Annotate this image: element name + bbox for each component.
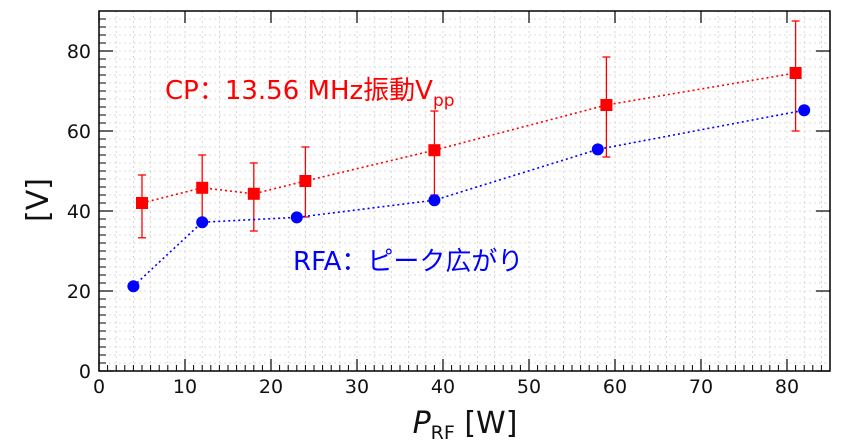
plot-frame bbox=[98, 10, 831, 372]
y-tick-label: 80 bbox=[67, 41, 91, 63]
y-axis-title: [V] bbox=[21, 178, 56, 222]
legend-cp-sub: pp bbox=[433, 91, 455, 111]
axis-ticks: 0 10 20 30 40 50 60 70 80 0 20 40 60 80 bbox=[67, 11, 830, 398]
x-tick-label: 70 bbox=[689, 376, 713, 398]
x-tick-label: 80 bbox=[775, 376, 799, 398]
x-axis-title: PRF [W] bbox=[413, 406, 518, 441]
y-tick-label: 60 bbox=[67, 121, 91, 143]
x-axis-title-unit: [W] bbox=[455, 406, 518, 441]
y-tick-label: 20 bbox=[67, 281, 91, 303]
data-point bbox=[428, 194, 441, 207]
x-axis-title-sub: RF bbox=[431, 422, 455, 441]
data-point bbox=[591, 143, 604, 156]
y-tick-label: 40 bbox=[67, 201, 91, 223]
x-tick-label: 20 bbox=[259, 376, 283, 398]
x-tick-label: 40 bbox=[431, 376, 455, 398]
data-point bbox=[600, 99, 613, 111]
data-point bbox=[428, 144, 441, 157]
data-point bbox=[127, 280, 140, 293]
legend-cp-main: CP：13.56 MHz振動V bbox=[165, 76, 433, 106]
data-point bbox=[196, 216, 209, 229]
data-point bbox=[247, 187, 260, 200]
data-point bbox=[290, 211, 303, 224]
series-layer bbox=[127, 20, 811, 293]
grid bbox=[99, 11, 830, 371]
x-tick-label: 0 bbox=[93, 376, 105, 398]
data-point bbox=[789, 67, 802, 79]
data-point bbox=[196, 181, 209, 194]
x-tick-label: 60 bbox=[603, 376, 627, 398]
legend-rfa: RFA：ピーク広がり bbox=[293, 247, 523, 277]
x-tick-label: 50 bbox=[517, 376, 541, 398]
data-point bbox=[299, 175, 312, 187]
legend-cp: CP：13.56 MHz振動Vpp bbox=[165, 76, 455, 111]
data-point bbox=[136, 197, 148, 209]
y-tick-label: 0 bbox=[79, 361, 91, 383]
x-tick-label: 10 bbox=[173, 376, 197, 398]
series-1 bbox=[127, 104, 811, 293]
series-0 bbox=[136, 20, 802, 239]
x-tick-label: 30 bbox=[345, 376, 369, 398]
x-axis-title-main: P bbox=[413, 406, 432, 441]
data-point bbox=[798, 104, 811, 117]
